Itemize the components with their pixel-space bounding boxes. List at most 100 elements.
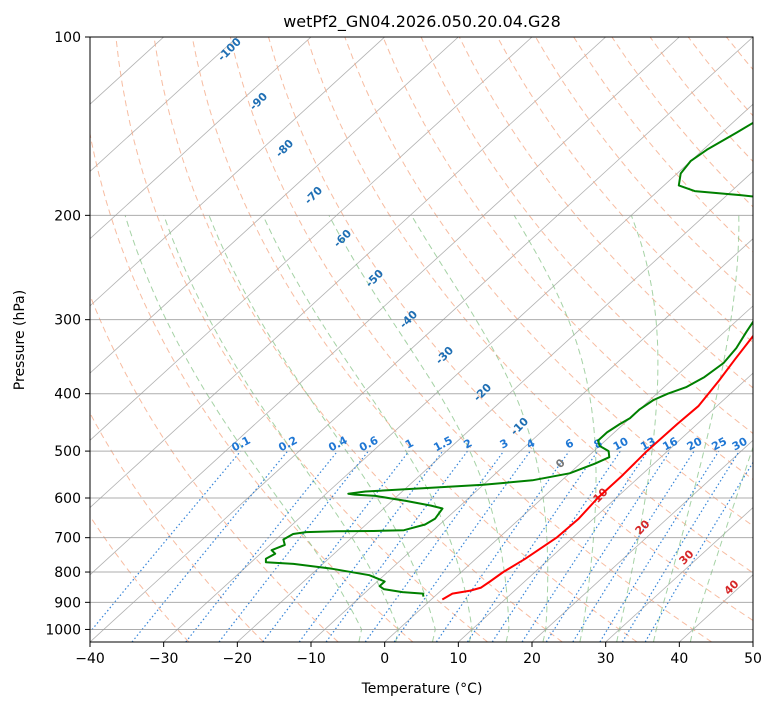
isotherm-line: [90, 37, 606, 509]
y-tick-label: 300: [54, 313, 81, 329]
isotherm-label: -10: [508, 415, 531, 438]
isotherm-label: -40: [397, 308, 420, 331]
mixing-ratio-label: 2: [461, 436, 474, 451]
mixing-ratio-label: 25: [709, 435, 729, 454]
moist-adiabat-line: [653, 215, 740, 642]
dry-adiabat-line: [90, 515, 190, 642]
isotherm-label: -100: [215, 35, 244, 64]
y-tick-label: 1000: [45, 622, 81, 638]
mixing-ratio-line: [491, 450, 621, 642]
moist-adiabat-line: [124, 215, 363, 642]
tan-curve-line: [0, 37, 9, 642]
x-tick-label: 10: [449, 651, 467, 667]
dry-adiabat-line: [496, 37, 753, 344]
dry-adiabat-line: [382, 37, 753, 481]
profile-series: [264, 121, 753, 601]
y-tick-label: 700: [54, 531, 81, 547]
isotherm-label-lower: 30: [677, 547, 697, 567]
moist-adiabat-line: [513, 215, 597, 642]
chart-title: wetPf2_GN04.2026.050.20.04.G28: [283, 12, 561, 32]
mixing-ratio-label: 20: [685, 435, 705, 454]
dry-adiabat-line: [687, 37, 753, 117]
x-axis-label: Temperature (°C): [361, 681, 483, 697]
y-tick-label: 400: [54, 387, 81, 403]
dry-adiabat-line: [344, 37, 753, 527]
background-lines: [0, 37, 753, 642]
isotherm-label: -70: [302, 184, 325, 207]
isotherm-line: [90, 37, 459, 374]
dewpoint-profile-line: [264, 121, 753, 597]
dry-adiabat-line: [306, 37, 753, 574]
x-tick-label: −20: [223, 651, 253, 667]
moist-adiabat-line: [262, 215, 473, 642]
x-tick-label: 40: [670, 651, 688, 667]
pressure-gridlines: [90, 37, 753, 630]
isotherm-label: -60: [331, 227, 354, 250]
dry-adiabat-line: [90, 412, 264, 642]
isotherm-line: [90, 37, 533, 441]
isotherm-label: -30: [433, 344, 456, 367]
mixing-ratio-label: 30: [730, 435, 750, 454]
moist-adiabat-line: [163, 215, 399, 642]
mixing-ratio-line: [545, 450, 671, 642]
y-tick-label: 800: [54, 565, 81, 581]
mixing-ratio-line: [131, 450, 289, 642]
x-tick-label: −40: [75, 651, 105, 667]
moist-adiabat-line: [616, 215, 659, 642]
dry-adiabat-line: [535, 37, 753, 298]
mixing-ratio-line: [521, 450, 649, 642]
mixing-ratio-label: 3: [498, 436, 511, 451]
dry-adiabat-line: [649, 37, 753, 163]
moist-adiabat-line: [328, 215, 510, 642]
y-axis: 100 200 300 400 500 600 700 800 900 1000: [45, 30, 90, 638]
dry-adiabat-line: [268, 37, 753, 622]
mixing-ratio-label: 36: [751, 435, 771, 454]
isotherm-label: -90: [247, 90, 270, 113]
isotherm-line: [384, 305, 753, 642]
dry-adiabat-line: [115, 37, 488, 642]
mixing-ratio-line: [466, 450, 599, 642]
mixing-ratio-line: [90, 450, 242, 633]
x-tick-label: 0: [380, 651, 389, 667]
mixing-ratio-label: 1: [403, 436, 416, 451]
dry-adiabat-line: [191, 37, 638, 642]
dry-adiabat-line: [420, 37, 753, 435]
mixing-ratio-label: 13: [638, 435, 658, 454]
isotherm-line: [605, 507, 753, 642]
isotherm-label: -50: [363, 267, 386, 290]
x-tick-label: 50: [744, 651, 762, 667]
mixing-ratio-line: [298, 450, 444, 642]
x-tick-label: −30: [149, 651, 179, 667]
isotherm-line: [90, 37, 385, 307]
mixing-ratio-line: [621, 450, 740, 642]
isotherm-line: [458, 372, 753, 642]
isotherm-label-lower: 40: [722, 577, 742, 597]
isotherm-line: [90, 37, 312, 240]
isotherm-label-lower: 0: [553, 456, 568, 471]
isotherm-line: [90, 37, 680, 576]
moist-adiabat-line: [208, 215, 436, 642]
y-tick-label: 200: [54, 208, 81, 224]
isotherm-line: [310, 238, 753, 642]
y-axis-label: Pressure (hPa): [12, 290, 28, 390]
isotherm-line: [237, 170, 753, 642]
mixing-ratio-label: 10: [611, 435, 631, 454]
isotherm-line: [752, 641, 753, 642]
mixing-ratio-line: [435, 450, 570, 642]
dry-adiabat-line: [153, 37, 563, 642]
dry-adiabat-line: [90, 131, 414, 642]
mixing-ratio-line: [325, 450, 468, 642]
mixing-ratio-line: [262, 450, 410, 642]
x-tick-label: 30: [597, 651, 615, 667]
y-tick-label: 100: [54, 30, 81, 46]
plot-frame: [89, 36, 754, 643]
mixing-ratio-line: [364, 450, 505, 642]
mixing-ratio-line: [218, 450, 369, 642]
isotherm-label: -20: [471, 381, 494, 404]
temperature-profile-line: [441, 334, 753, 601]
isotherm-line: [163, 103, 753, 642]
y-tick-label: 900: [54, 595, 81, 611]
isotherm-line: [90, 37, 753, 642]
x-tick-label: 20: [523, 651, 541, 667]
